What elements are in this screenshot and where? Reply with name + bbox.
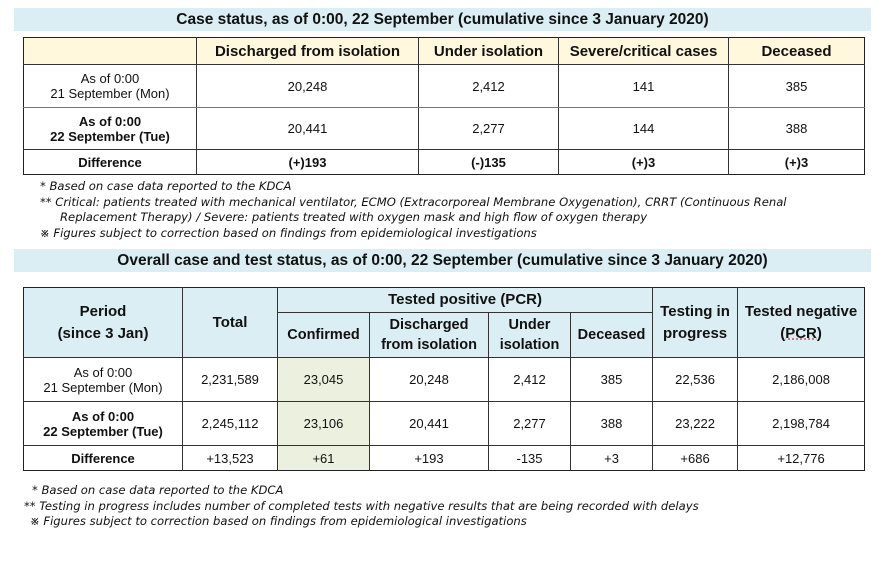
- cell-value: 20,441: [369, 401, 489, 446]
- row-label: As of 0:00 22 September (Tue): [23, 107, 197, 150]
- cell-value: 23,106: [277, 401, 370, 446]
- negative-line2: (PCR): [780, 324, 822, 342]
- cell-value: 20,248: [369, 357, 489, 402]
- cell-value: +13,523: [182, 445, 278, 471]
- period-line2: (since 3 Jan): [57, 324, 149, 342]
- row-label: As of 0:00 21 September (Mon): [23, 64, 197, 108]
- cell-value: +61: [277, 445, 370, 471]
- cell-value: 2,412: [488, 357, 571, 402]
- col-header-under-isolation: Under isolation: [418, 37, 559, 65]
- col-header-period: Period (since 3 Jan): [23, 287, 183, 358]
- table-row: As of 0:00 21 September (Mon) 2,231,589 …: [23, 357, 865, 402]
- table-row: As of 0:00 21 September (Mon) 20,248 2,4…: [23, 64, 865, 108]
- row-label-line1: As of 0:00: [78, 113, 142, 129]
- note-line: Replacement Therapy) / Severe: patients …: [60, 210, 648, 224]
- under-line2: isolation: [499, 337, 560, 353]
- period-line1: Period: [79, 302, 127, 320]
- table-row: As of 0:00 22 September (Tue) 20,441 2,2…: [23, 107, 865, 150]
- col-header-confirmed: Confirmed: [277, 312, 370, 358]
- overall-status-table: Period (since 3 Jan) Total Tested positi…: [23, 287, 866, 471]
- col-header-under-isolation: Under isolation: [488, 312, 571, 358]
- note-line: ※ Figures subject to correction based on…: [40, 225, 537, 240]
- note-line: ** Critical: patients treated with mecha…: [40, 194, 787, 209]
- col-header-discharged: Discharged from isolation: [196, 37, 419, 65]
- col-header-tested-negative: Tested negative (PCR): [737, 287, 865, 358]
- col-header-deceased: Deceased: [728, 37, 865, 65]
- cell-value: 385: [569, 357, 653, 402]
- note-line: ** Testing in progress includes number o…: [24, 498, 699, 513]
- cell-value: 144: [558, 107, 729, 150]
- table-row-difference: Difference +13,523 +61 +193 -135 +3 +686…: [24, 445, 865, 471]
- cell-value: +3: [569, 445, 653, 471]
- cell-value: 20,441: [196, 107, 419, 150]
- row-label-line2: 22 September (Tue): [50, 128, 170, 144]
- row-label-line2: 22 September (Tue): [43, 423, 163, 439]
- overall-status-title: Overall case and test status, as of 0:00…: [14, 249, 871, 272]
- cell-value: (+)3: [558, 149, 729, 175]
- col-header-testing-in-progress: Testing in progress: [652, 287, 738, 358]
- row-label: Difference: [78, 154, 142, 170]
- cell-value: 388: [728, 107, 865, 150]
- col-header-severe-critical: Severe/critical cases: [558, 37, 729, 65]
- cell-value: +193: [369, 445, 489, 471]
- table-header-row: Discharged from isolation Under isolatio…: [23, 37, 865, 65]
- cell-value: 23,222: [652, 401, 738, 446]
- cell-value: 2,412: [418, 64, 559, 108]
- col-header-tested-positive: Tested positive (PCR): [276, 287, 653, 313]
- row-label-line1: As of 0:00: [80, 71, 140, 86]
- cell-value: (+)193: [196, 149, 419, 175]
- note-line: ※ Figures subject to correction based on…: [30, 514, 527, 528]
- row-label-line2: 21 September (Mon): [43, 379, 163, 395]
- corner-cell: [23, 37, 197, 65]
- col-header-discharged: Discharged from isolation: [369, 312, 489, 358]
- row-label: Difference: [71, 450, 135, 466]
- discharged-line2: from isolation: [381, 337, 477, 353]
- cell-value: +686: [652, 445, 738, 471]
- row-label: As of 0:00 21 September (Mon): [23, 357, 183, 402]
- col-header-deceased: Deceased: [569, 312, 653, 358]
- note-line: * Based on case data reported to the KDC…: [32, 483, 284, 497]
- table-subheader-row: Confirmed Discharged from isolation Unde…: [24, 312, 865, 358]
- cell-value: 2,186,008: [737, 357, 865, 402]
- cell-value: -135: [488, 445, 571, 471]
- col-header-total: Total: [182, 287, 278, 358]
- row-label-line1: As of 0:00: [71, 408, 135, 424]
- table-row-difference: Difference (+)193 (-)135 (+)3 (+)3: [24, 149, 865, 175]
- cell-value: 22,536: [652, 357, 738, 402]
- note-line: * Based on case data reported to the KDC…: [40, 179, 292, 193]
- cell-value: 385: [728, 64, 865, 108]
- tested-positive-label: Tested positive (PCR): [388, 291, 542, 308]
- cell-value: 2,277: [488, 401, 571, 446]
- under-line1: Under: [508, 317, 551, 333]
- cell-value: (+)3: [728, 149, 865, 175]
- discharged-line1: Discharged: [389, 317, 469, 333]
- row-label: As of 0:00 22 September (Tue): [23, 401, 183, 446]
- row-label-line2: 21 September (Mon): [50, 86, 170, 101]
- negative-line1: Tested negative: [744, 302, 858, 320]
- cell-value: 2,198,784: [737, 401, 865, 446]
- case-status-table: Discharged from isolation Under isolatio…: [23, 37, 865, 175]
- overall-status-notes: * Based on case data reported to the KDC…: [24, 483, 854, 530]
- cell-value: 388: [569, 401, 653, 446]
- case-status-notes: * Based on case data reported to the KDC…: [40, 179, 870, 241]
- cell-value: 141: [558, 64, 729, 108]
- cell-value: 20,248: [196, 64, 419, 108]
- cell-value: (-)135: [418, 149, 559, 175]
- cell-value: 2,231,589: [182, 357, 278, 402]
- testing-line2: progress: [662, 324, 728, 342]
- cell-value: 2,245,112: [182, 401, 278, 446]
- testing-line1: Testing in: [660, 302, 730, 320]
- table-row: As of 0:00 22 September (Tue) 2,245,112 …: [23, 401, 865, 446]
- case-status-title: Case status, as of 0:00, 22 September (c…: [14, 8, 871, 31]
- cell-value: 23,045: [277, 357, 370, 402]
- row-label-line1: As of 0:00: [73, 364, 133, 380]
- table-header-row: Period (since 3 Jan) Total Tested positi…: [23, 287, 865, 358]
- cell-value: +12,776: [737, 445, 865, 471]
- cell-value: 2,277: [418, 107, 559, 150]
